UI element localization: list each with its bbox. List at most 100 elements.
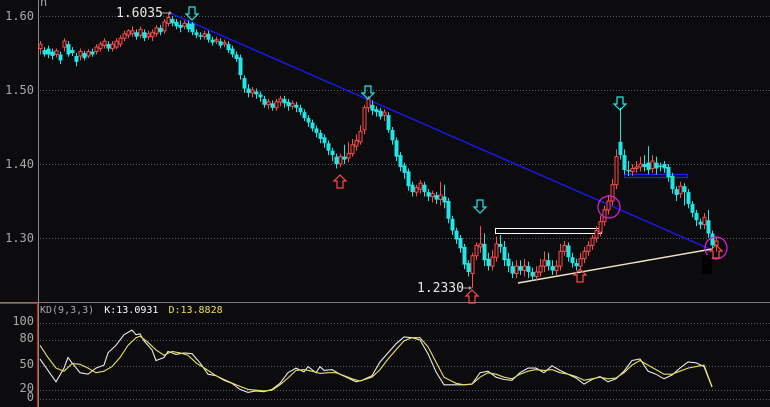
candle-body-up <box>62 40 67 48</box>
low-pointer-head-icon <box>469 286 472 290</box>
candle-body-down <box>486 258 491 267</box>
candle-body-down <box>46 48 51 55</box>
candle-body-up <box>630 167 635 172</box>
candle-body-down <box>466 263 471 273</box>
candle-body-down <box>242 78 247 89</box>
candle-body-down <box>510 266 515 274</box>
candle-body-up <box>594 230 599 239</box>
candle-body-down <box>134 32 139 37</box>
down-arrow-icon <box>472 199 488 214</box>
candle-body-down <box>270 103 275 108</box>
price-tick-label: 1.30 <box>5 231 34 245</box>
candle-body-up <box>586 244 591 252</box>
candle-body-down <box>454 230 459 240</box>
candle-body-down <box>194 32 199 36</box>
candle-body-up <box>338 156 343 165</box>
candle-body-up <box>78 51 83 57</box>
candle-body-up <box>154 27 159 35</box>
candle-body-down <box>142 32 147 39</box>
candle-body-down <box>106 44 111 49</box>
candle-body-up <box>418 182 423 190</box>
candle-body-down <box>330 150 335 156</box>
candle-body-down <box>570 257 575 264</box>
high-pointer-head-icon <box>169 11 172 15</box>
candle-body-down <box>374 109 379 113</box>
candle-body-up <box>202 33 207 38</box>
candle-body-up <box>150 31 155 38</box>
candle-body-down <box>698 221 703 225</box>
candle-body-down <box>170 18 175 24</box>
candle-body-down <box>398 155 403 167</box>
candle-body-down <box>378 110 383 117</box>
high-price-label: 1.6035 <box>116 6 163 21</box>
candle-body-down <box>506 258 511 267</box>
kd-tick-label: 100 <box>12 314 34 328</box>
candle-body-down <box>658 165 663 167</box>
price-tick-label: 1.50 <box>5 83 34 97</box>
candle-body-up <box>430 193 435 198</box>
candle-body-down <box>178 24 183 28</box>
candle-body-down <box>82 53 87 59</box>
candle-body-down <box>74 55 79 62</box>
candle-body-down <box>174 21 179 27</box>
candle-body-down <box>402 165 407 173</box>
candle-body-up <box>366 98 371 109</box>
signal-arrows <box>184 6 724 304</box>
candle-body-down <box>302 112 307 119</box>
support-line <box>517 248 713 284</box>
kd-axis-frame <box>0 303 38 407</box>
candle-body-down <box>234 54 239 59</box>
candle-body-down <box>254 91 259 95</box>
candle-body-up <box>634 166 639 169</box>
candle-body-up <box>494 243 499 258</box>
candle-body-down <box>210 39 215 43</box>
candle-body-up <box>562 244 567 252</box>
candle-body-down <box>518 266 523 271</box>
candle-body-down <box>90 51 95 55</box>
candle-body-down <box>262 98 267 105</box>
candle-body-up <box>122 33 127 39</box>
candle-body-up <box>534 271 539 277</box>
candle-body-down <box>306 118 311 123</box>
kd-d-value: D:13.8828 <box>168 305 223 316</box>
candle-body-down <box>218 41 223 46</box>
candle-body-up <box>514 265 519 275</box>
candle-body-down <box>406 171 411 187</box>
candle-body-up <box>538 265 543 273</box>
candle-body-up <box>38 43 43 50</box>
candle-body-down <box>394 140 399 157</box>
candle-body-down <box>686 192 691 204</box>
candle-body-down <box>654 162 659 169</box>
candle-body-down <box>318 132 323 139</box>
candle-body-down <box>50 51 55 56</box>
candle-body-down <box>186 23 191 30</box>
candle-body-up <box>590 237 595 246</box>
candle-body-down <box>566 245 571 258</box>
candle-body-up <box>102 40 107 47</box>
candlesticks <box>38 13 719 288</box>
candle-body-up <box>362 107 367 131</box>
candle-body-down <box>238 57 243 76</box>
down-arrow-icon <box>184 6 200 21</box>
candle-body-up <box>610 184 615 202</box>
candle-body-down <box>682 186 687 193</box>
candle-body-down <box>322 137 327 144</box>
candle-body-up <box>126 30 131 36</box>
candle-body-up <box>118 37 123 45</box>
candle-body-up <box>598 221 603 233</box>
candle-body-up <box>414 187 419 193</box>
candle-body-up <box>274 101 279 109</box>
candle-body-down <box>462 246 467 265</box>
candle-body-down <box>666 166 671 178</box>
candle-body-down <box>326 143 331 151</box>
candle-body-down <box>694 212 699 221</box>
candle-body-down <box>458 238 463 249</box>
candle-body-down <box>622 155 627 170</box>
downtrend-line <box>169 12 713 251</box>
candle-body-up <box>290 102 295 107</box>
candle-body-down <box>410 184 415 193</box>
candle-body-up <box>614 156 619 186</box>
candle-body-up <box>554 265 559 272</box>
